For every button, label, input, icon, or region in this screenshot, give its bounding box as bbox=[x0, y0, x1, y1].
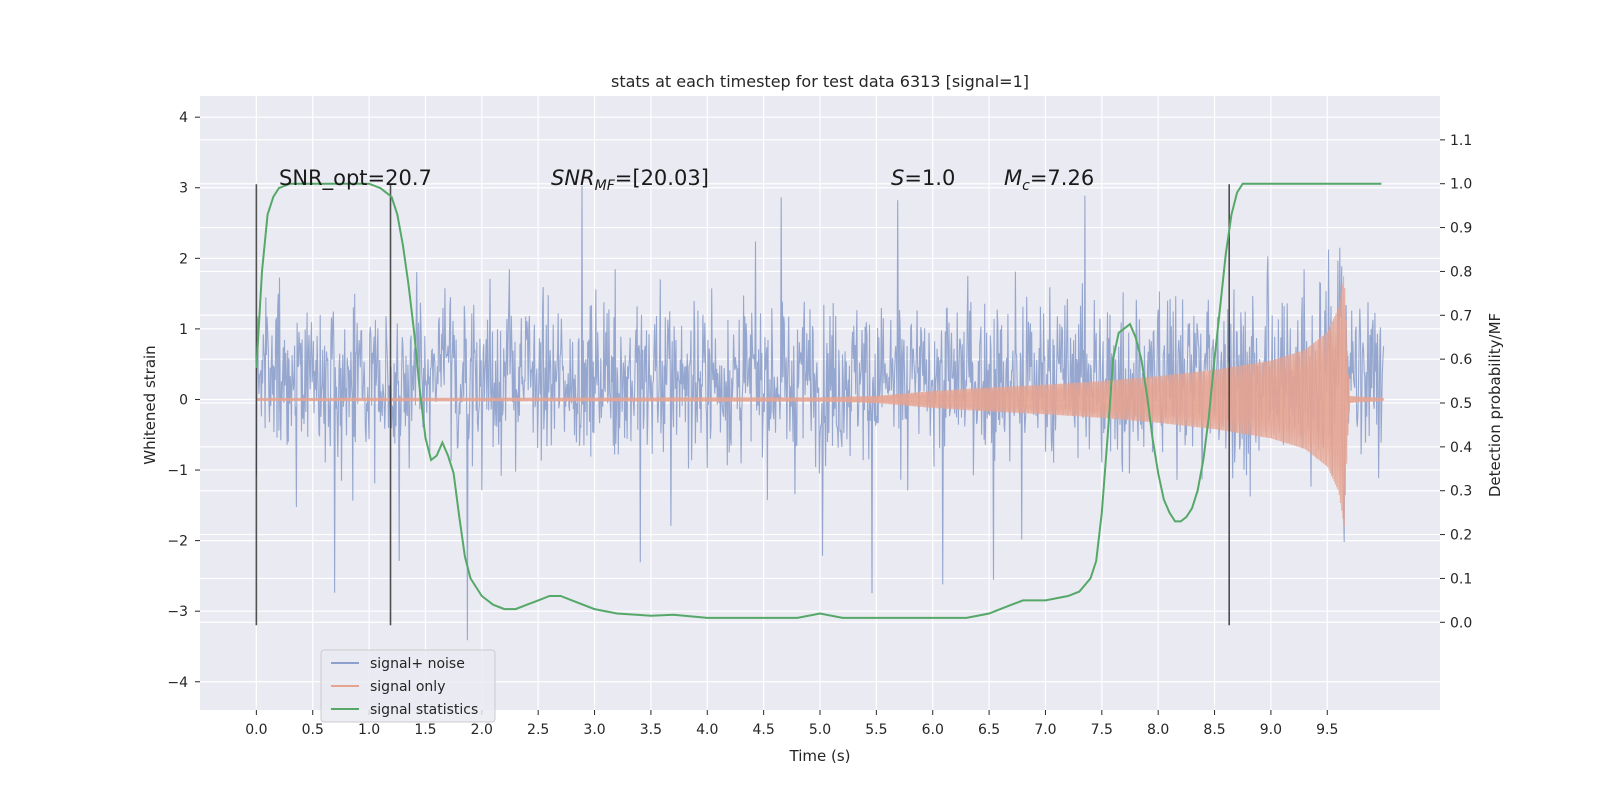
y-right-tick-label-8: 0.3 bbox=[1450, 484, 1472, 500]
annotation-s-main: S bbox=[891, 166, 904, 190]
annotation-s-value: =1.0 bbox=[904, 166, 955, 190]
x-axis-label: Time (s) bbox=[789, 747, 851, 765]
x-tick-label-16: 8.0 bbox=[1147, 722, 1169, 738]
x-tick-label-6: 3.0 bbox=[583, 722, 605, 738]
data-layer bbox=[255, 182, 1385, 641]
series-signal-only bbox=[255, 276, 1385, 527]
y-tick-label-7: −3 bbox=[167, 604, 188, 620]
chart-title: stats at each timestep for test data 631… bbox=[611, 72, 1029, 91]
legend-label-signal-statistics: signal statistics bbox=[370, 702, 478, 718]
y-right-tick-label-9: 0.2 bbox=[1450, 528, 1472, 544]
x-tick-label-13: 6.5 bbox=[978, 722, 1000, 738]
x-tick-label-7: 3.5 bbox=[640, 722, 662, 738]
annotation-mc: Mc=7.26 bbox=[1004, 166, 1094, 194]
annotation-mc-sub: c bbox=[1022, 178, 1030, 194]
y-tick-label-3: 1 bbox=[179, 322, 188, 338]
annotation-snr-mf: SNRMF=[20.03] bbox=[551, 166, 709, 194]
y-axis-label-right: Detection probability/MF bbox=[1486, 313, 1504, 497]
marker-lines bbox=[255, 184, 1230, 626]
y-tick-label-2: 2 bbox=[179, 251, 188, 267]
y-right-tick-label-2: 0.9 bbox=[1450, 221, 1472, 237]
y-axis-right-ticks: 1.1 1.0 0.9 0.8 0.7 0.6 0.5 0.4 0.3 0.2 0.1 0.0 bbox=[1440, 133, 1472, 631]
annotation-snr-mf-main: SNR bbox=[551, 166, 595, 190]
annotation-snr-mf-sub: MF bbox=[595, 178, 616, 194]
y-tick-label-5: −1 bbox=[167, 463, 188, 479]
x-tick-label-5: 2.5 bbox=[527, 722, 549, 738]
y-right-tick-label-11: 0.0 bbox=[1450, 615, 1472, 631]
annotation-snr-mf-value: =[20.03] bbox=[615, 166, 709, 190]
y-right-tick-label-3: 0.8 bbox=[1450, 264, 1472, 280]
x-tick-label-8: 4.0 bbox=[696, 722, 718, 738]
y-tick-label-6: −2 bbox=[167, 534, 188, 550]
x-tick-label-0: 0.0 bbox=[245, 722, 267, 738]
x-tick-label-19: 9.5 bbox=[1316, 722, 1338, 738]
annotation-mc-main: M bbox=[1004, 166, 1022, 190]
x-tick-label-11: 5.5 bbox=[865, 722, 887, 738]
x-tick-label-10: 5.0 bbox=[809, 722, 831, 738]
y-tick-label-0: 4 bbox=[179, 110, 188, 126]
x-tick-label-3: 1.5 bbox=[414, 722, 436, 738]
x-tick-label-2: 1.0 bbox=[358, 722, 380, 738]
y-right-tick-label-6: 0.5 bbox=[1450, 396, 1472, 412]
legend-box bbox=[320, 649, 496, 723]
annotation-s: S=1.0 bbox=[891, 166, 955, 190]
x-axis-ticks: 0.0 0.5 1.0 1.5 2.0 2.5 3.0 3.5 4.0 4.5 5.0 5.5 6.0 6… bbox=[245, 710, 1338, 738]
y-right-tick-label-4: 0.7 bbox=[1450, 308, 1472, 324]
legend-label-signal-noise: signal+ noise bbox=[370, 656, 465, 672]
annotation-mc-value: =7.26 bbox=[1030, 166, 1094, 190]
legend: signal+ noise signal only signal statist… bbox=[320, 649, 496, 723]
x-tick-label-1: 0.5 bbox=[302, 722, 324, 738]
y-axis-left-ticks: 4 3 2 1 0 −1 −2 −3 −4 bbox=[167, 110, 200, 691]
y-right-tick-label-1: 1.0 bbox=[1450, 177, 1472, 193]
x-tick-label-12: 6.0 bbox=[922, 722, 944, 738]
y-right-tick-label-10: 0.1 bbox=[1450, 571, 1472, 587]
legend-label-signal-only: signal only bbox=[370, 679, 445, 695]
x-tick-label-4: 2.0 bbox=[471, 722, 493, 738]
y-right-tick-label-7: 0.4 bbox=[1450, 440, 1472, 456]
x-tick-label-15: 7.5 bbox=[1091, 722, 1113, 738]
annotation-snr-opt: SNR_opt=20.7 bbox=[279, 166, 432, 191]
y-right-tick-label-5: 0.6 bbox=[1450, 352, 1472, 368]
x-tick-label-9: 4.5 bbox=[753, 722, 775, 738]
y-axis-label-left: Whitened strain bbox=[141, 345, 159, 464]
series-signal-noise bbox=[255, 185, 1385, 641]
y-right-tick-label-0: 1.1 bbox=[1450, 133, 1472, 149]
x-tick-label-18: 9.0 bbox=[1260, 722, 1282, 738]
y-tick-label-8: −4 bbox=[167, 675, 188, 691]
series-signal-statistics bbox=[255, 182, 1382, 619]
y-tick-label-4: 0 bbox=[179, 392, 188, 408]
x-tick-label-17: 8.5 bbox=[1203, 722, 1225, 738]
y-tick-label-1: 3 bbox=[179, 181, 188, 197]
x-tick-label-14: 7.0 bbox=[1034, 722, 1056, 738]
